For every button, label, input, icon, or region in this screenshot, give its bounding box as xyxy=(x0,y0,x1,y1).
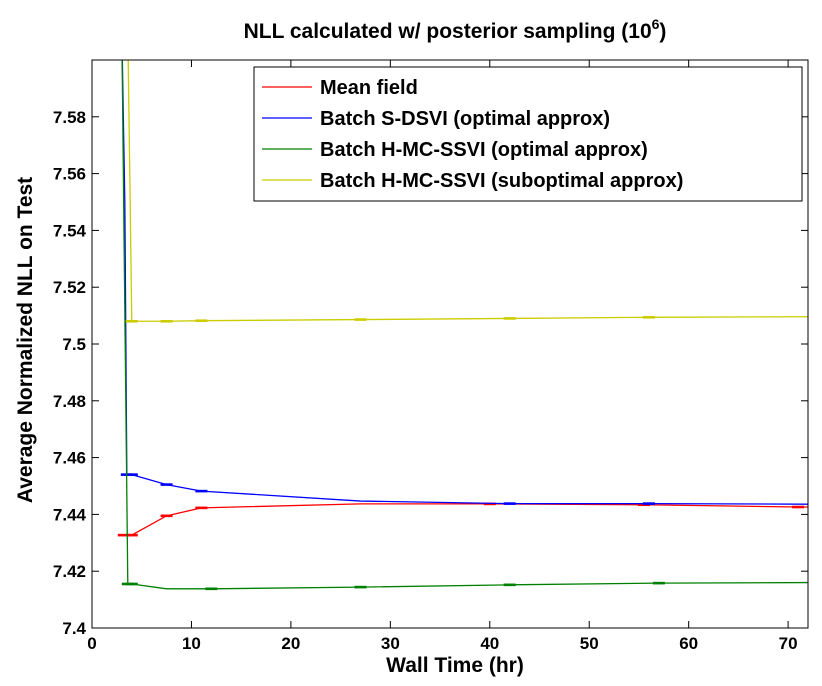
y-tick-label-9: 7.58 xyxy=(53,108,86,127)
y-tick-label-5: 7.5 xyxy=(62,335,86,354)
y-tick-label-6: 7.52 xyxy=(53,278,86,297)
x-tick-label-1: 10 xyxy=(182,634,201,653)
series-line-2 xyxy=(121,60,808,590)
chart-title: NLL calculated w/ posterior sampling (10… xyxy=(244,16,667,43)
legend-label-0: Mean field xyxy=(320,77,418,99)
x-tick-label-7: 70 xyxy=(779,634,798,653)
y-tick-label-4: 7.48 xyxy=(53,392,86,411)
y-tick-label-1: 7.42 xyxy=(53,562,86,581)
legend-label-1: Batch S-DSVI (optimal approx) xyxy=(320,108,610,130)
x-tick-label-0: 0 xyxy=(87,634,96,653)
chart-title-main: NLL calculated w/ posterior sampling (10 xyxy=(244,20,652,43)
legend-label-2: Batch H-MC-SSVI (optimal approx) xyxy=(320,139,648,161)
x-tick-label-6: 60 xyxy=(679,634,698,653)
x-tick-label-5: 50 xyxy=(580,634,599,653)
series-group xyxy=(117,60,808,591)
x-tick-label-2: 20 xyxy=(281,634,300,653)
legend: Mean field Batch S-DSVI (optimal approx) B… xyxy=(253,66,803,202)
series-line-0 xyxy=(123,503,808,536)
series-line-1 xyxy=(121,60,808,505)
y-axis-label: Average Normalized NLL on Test xyxy=(14,177,37,503)
plot-area: 0 10 20 30 40 50 60 70 7.4 7.42 7.44 7.46 7.48 7.5 7.5… xyxy=(53,59,809,653)
y-tick-label-7: 7.54 xyxy=(53,221,87,240)
legend-box xyxy=(253,66,803,202)
x-axis-label: Wall Time (hr) xyxy=(386,654,524,677)
chart-title-suffix: ) xyxy=(659,20,666,43)
x-tick-label-3: 30 xyxy=(381,634,400,653)
legend-label-3: Batch H-MC-SSVI (suboptimal approx) xyxy=(320,170,683,192)
chart-title-superscript: 6 xyxy=(652,16,660,32)
y-tick-label-0: 7.4 xyxy=(62,619,86,638)
y-tick-label-3: 7.46 xyxy=(53,449,86,468)
y-tick-label-2: 7.44 xyxy=(53,505,87,524)
y-tick-label-8: 7.56 xyxy=(53,165,86,184)
x-tick-label-4: 40 xyxy=(480,634,499,653)
